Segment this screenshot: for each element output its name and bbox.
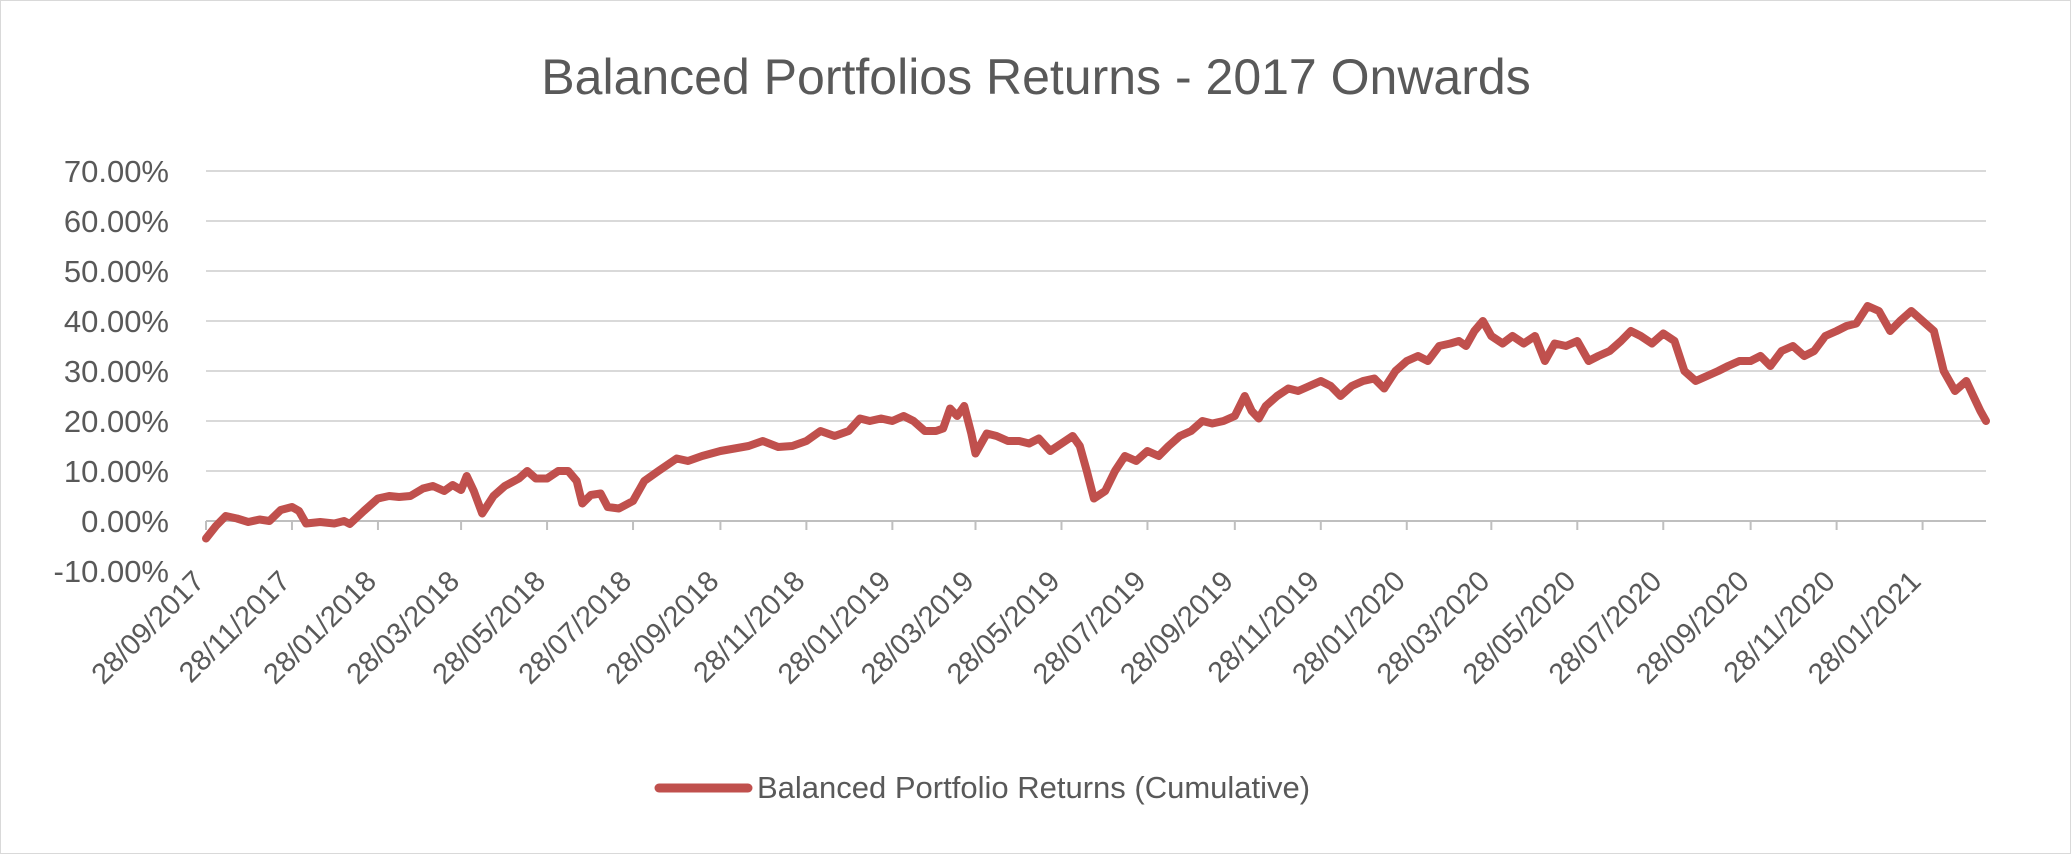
y-tick-label: 0.00%: [81, 504, 169, 539]
y-axis-tick-labels: -10.00% 0.00% 10.00% 20.00% 30.00% 40.00% 50.0…: [54, 154, 169, 589]
series-layer: [202, 302, 1990, 543]
y-tick-label: 70.00%: [64, 154, 169, 189]
y-tick-label: 50.00%: [64, 254, 169, 289]
y-tick-label: 10.00%: [64, 454, 169, 489]
y-tick-label: 20.00%: [64, 404, 169, 439]
chart-title: Balanced Portfolios Returns - 2017 Onwar…: [541, 49, 1530, 105]
gridlines: [206, 170, 1986, 522]
y-tick-label: 60.00%: [64, 204, 169, 239]
y-tick-label: -10.00%: [54, 554, 169, 589]
series-line: [202, 302, 1990, 543]
x-axis-tick-labels: 28/09/201728/11/201728/01/201828/03/2018…: [86, 565, 1928, 690]
legend-label: Balanced Portfolio Returns (Cumulative): [757, 770, 1310, 805]
x-axis-tick-marks: [205, 521, 1924, 530]
legend: Balanced Portfolio Returns (Cumulative): [654, 770, 1310, 805]
y-tick-label: 40.00%: [64, 304, 169, 339]
y-tick-label: 30.00%: [64, 354, 169, 389]
